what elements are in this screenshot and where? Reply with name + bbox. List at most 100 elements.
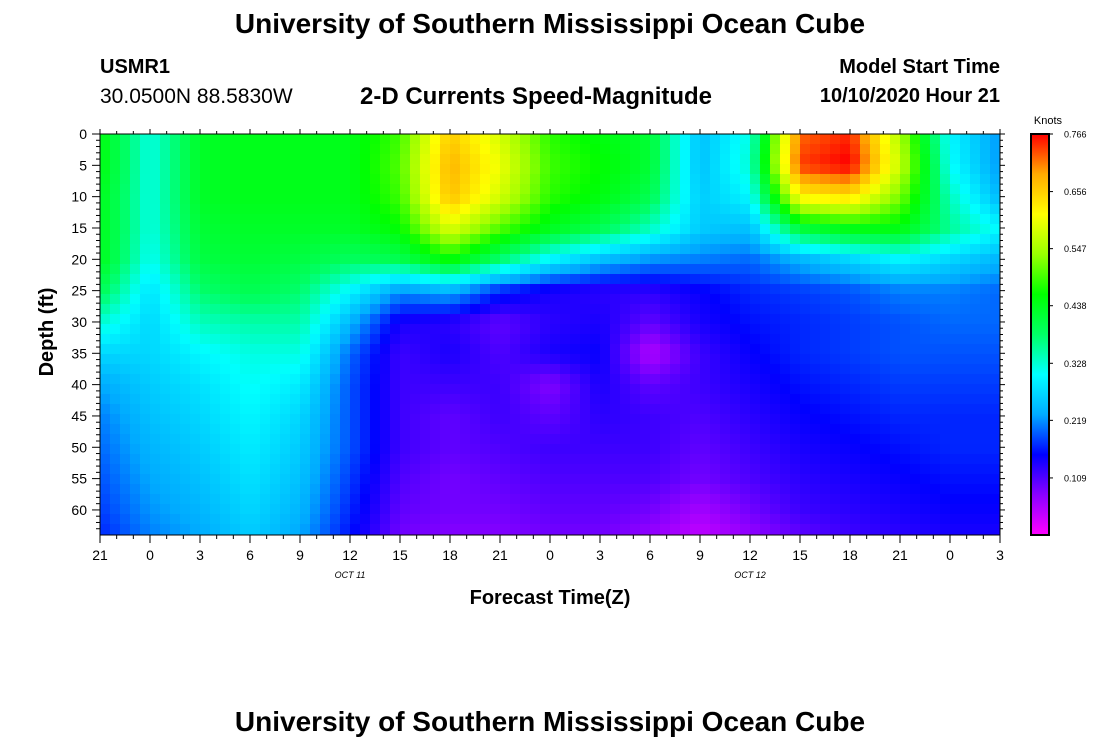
heatmap-cell <box>340 194 351 205</box>
heatmap-cell <box>650 214 661 225</box>
heatmap-cell <box>530 204 541 215</box>
heatmap-cell <box>260 264 271 275</box>
heatmap-cell <box>740 434 751 445</box>
heatmap-cell <box>380 454 391 465</box>
heatmap-cell <box>780 384 791 395</box>
heatmap-cell <box>490 214 501 225</box>
heatmap-cell <box>150 234 161 245</box>
heatmap-cell <box>270 304 281 315</box>
heatmap-cell <box>530 304 541 315</box>
heatmap-cell <box>180 294 191 305</box>
heatmap-cell <box>230 374 241 385</box>
heatmap-cell <box>660 204 671 215</box>
heatmap-cell <box>610 134 621 145</box>
heatmap-cell <box>520 324 531 335</box>
heatmap-cell <box>750 184 761 195</box>
heatmap-cell <box>910 234 921 245</box>
heatmap-cell <box>130 354 141 365</box>
heatmap-cell <box>320 414 331 425</box>
heatmap-cell <box>540 214 551 225</box>
heatmap-cell <box>690 214 701 225</box>
heatmap-cell <box>830 224 841 235</box>
heatmap-cell <box>900 424 911 435</box>
heatmap-cell <box>950 484 961 495</box>
heatmap-cell <box>370 134 381 145</box>
heatmap-cell <box>100 354 111 365</box>
heatmap-cell <box>810 184 821 195</box>
heatmap-cell <box>740 314 751 325</box>
heatmap-cell <box>160 364 171 375</box>
heatmap-cell <box>780 364 791 375</box>
heatmap-cell <box>330 234 341 245</box>
heatmap-cell <box>750 134 761 145</box>
heatmap-cell <box>520 514 531 525</box>
heatmap-cell <box>200 274 211 285</box>
heatmap-cell <box>540 404 551 415</box>
heatmap-cell <box>410 134 421 145</box>
heatmap-cell <box>710 334 721 345</box>
heatmap-cell <box>990 294 1001 305</box>
heatmap-cell <box>290 414 301 425</box>
heatmap-cell <box>880 394 891 405</box>
heatmap-cell <box>460 434 471 445</box>
heatmap-cell <box>440 254 451 265</box>
heatmap-cell <box>590 294 601 305</box>
heatmap-cell <box>660 454 671 465</box>
heatmap-cell <box>610 144 621 155</box>
heatmap-cell <box>570 414 581 425</box>
heatmap-cell <box>480 454 491 465</box>
heatmap-cell <box>290 244 301 255</box>
heatmap-cell <box>970 354 981 365</box>
heatmap-cell <box>200 384 211 395</box>
heatmap-cell <box>500 514 511 525</box>
heatmap-cell <box>420 294 431 305</box>
heatmap-cell <box>460 334 471 345</box>
heatmap-cell <box>860 144 871 155</box>
heatmap-cell <box>570 404 581 415</box>
heatmap-cell <box>390 494 401 505</box>
heatmap-cell <box>210 484 221 495</box>
heatmap-cell <box>320 494 331 505</box>
heatmap-cell <box>920 234 931 245</box>
heatmap-cell <box>820 524 831 535</box>
heatmap-cell <box>950 244 961 255</box>
heatmap-cell <box>250 484 261 495</box>
heatmap-cell <box>690 524 701 535</box>
heatmap-cell <box>460 304 471 315</box>
heatmap-cell <box>450 194 461 205</box>
heatmap-cell <box>680 424 691 435</box>
heatmap-cell <box>730 494 741 505</box>
heatmap-cell <box>300 184 311 195</box>
heatmap-cell <box>880 364 891 375</box>
heatmap-cell <box>400 134 411 145</box>
heatmap-cell <box>680 174 691 185</box>
heatmap-cell <box>590 474 601 485</box>
heatmap-cell <box>670 384 681 395</box>
heatmap-cell <box>320 234 331 245</box>
heatmap-cell <box>230 224 241 235</box>
heatmap-cell <box>310 294 321 305</box>
heatmap-cell <box>350 384 361 395</box>
heatmap-cell <box>760 394 771 405</box>
heatmap-cell <box>250 224 261 235</box>
heatmap-cell <box>280 464 291 475</box>
heatmap-cell <box>840 424 851 435</box>
heatmap-cell <box>280 444 291 455</box>
heatmap-cell <box>370 364 381 375</box>
heatmap-cell <box>280 224 291 235</box>
heatmap-cell <box>160 434 171 445</box>
heatmap-cell <box>230 434 241 445</box>
heatmap-cell <box>590 164 601 175</box>
heatmap-cell <box>210 374 221 385</box>
heatmap-cell <box>310 434 321 445</box>
heatmap-cell <box>520 184 531 195</box>
heatmap-cell <box>820 454 831 465</box>
heatmap-cell <box>350 274 361 285</box>
heatmap-cell <box>210 214 221 225</box>
heatmap-cell <box>750 454 761 465</box>
heatmap-cell <box>590 174 601 185</box>
heatmap-cell <box>280 314 291 325</box>
heatmap-cell <box>160 444 171 455</box>
heatmap-cell <box>440 134 451 145</box>
heatmap-cell <box>190 274 201 285</box>
